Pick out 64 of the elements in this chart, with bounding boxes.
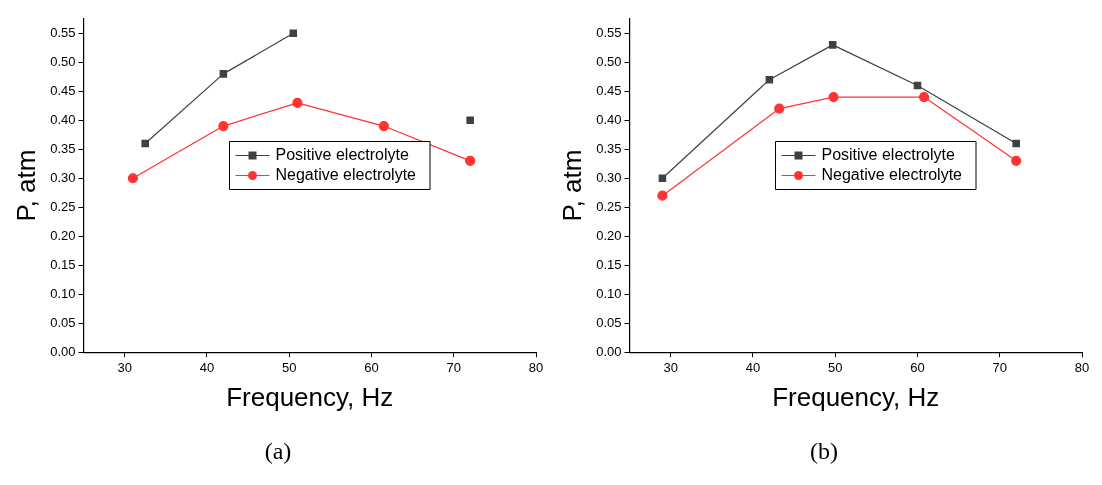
y-tick-label: 0.50: [596, 53, 622, 69]
point: [918, 91, 930, 103]
y-tick-label: 0.45: [596, 82, 622, 98]
point: [218, 120, 229, 132]
x-tick-label: 60: [910, 359, 925, 375]
point: [658, 174, 667, 183]
x-tick-label: 80: [528, 359, 544, 375]
x-axis-title: Frequency, Hz: [772, 381, 940, 412]
legend-label: Positive electrolyte: [275, 145, 409, 163]
text: (b): [810, 438, 838, 465]
y-tick-label: 0.35: [50, 140, 76, 156]
y-tick-label: 0.25: [50, 198, 76, 214]
x-tick-label: 40: [199, 359, 215, 375]
point: [219, 70, 228, 78]
y-tick-label: 0.20: [596, 227, 622, 243]
point: [1011, 155, 1022, 166]
y-axis-title: P, atm: [556, 149, 587, 222]
legend-label: Negative electrolyte: [821, 165, 963, 183]
y-tick-label: 0.55: [50, 24, 76, 40]
point: [828, 41, 837, 49]
y-tick-label: 0.25: [596, 198, 622, 214]
x-tick-label: 70: [992, 359, 1007, 375]
point: [466, 116, 474, 125]
point: [141, 139, 149, 148]
y-tick-label: 0.35: [596, 140, 622, 156]
point: [1012, 139, 1020, 148]
point: [292, 97, 303, 108]
y-tick-label: 0.45: [50, 82, 76, 98]
point: [765, 75, 774, 84]
y-tick-label: 0.05: [50, 314, 76, 330]
point: [774, 103, 785, 114]
point: [657, 190, 668, 201]
y-tick-label: 0.50: [50, 53, 76, 69]
point: [828, 91, 839, 103]
legend-label: Negative electrolyte: [275, 165, 417, 183]
y-tick-label: 0.15: [50, 256, 76, 272]
x-tick-label: 30: [117, 359, 132, 375]
y-tick-label: 0.10: [50, 285, 76, 301]
legend-label: Positive electrolyte: [821, 145, 955, 163]
x-tick-label: 70: [446, 359, 461, 375]
y-tick-label: 0.20: [50, 227, 76, 243]
text: (a): [264, 438, 292, 465]
y-tick-label: 0.40: [596, 111, 622, 127]
y-tick-label: 0.00: [50, 343, 76, 359]
x-axis-title: Frequency, Hz: [226, 381, 394, 412]
x-tick-label: 60: [364, 359, 379, 375]
y-tick-label: 0.55: [596, 24, 622, 40]
y-tick-label: 0.05: [596, 314, 622, 330]
point: [127, 173, 138, 184]
point: [378, 120, 389, 132]
point: [465, 155, 476, 166]
x-tick-label: 50: [281, 359, 297, 375]
y-tick-label: 0.30: [50, 169, 76, 185]
y-tick-label: 0.30: [596, 169, 622, 185]
y-tick-label: 0.15: [596, 256, 622, 272]
x-tick-label: 50: [827, 359, 843, 375]
y-tick-label: 0.00: [596, 343, 622, 359]
x-tick-label: 80: [1074, 359, 1090, 375]
x-tick-label: 40: [745, 359, 761, 375]
y-axis-title: P, atm: [10, 149, 41, 222]
point: [289, 29, 298, 38]
x-tick-label: 30: [663, 359, 678, 375]
y-tick-label: 0.40: [50, 111, 76, 127]
y-tick-label: 0.10: [596, 285, 622, 301]
